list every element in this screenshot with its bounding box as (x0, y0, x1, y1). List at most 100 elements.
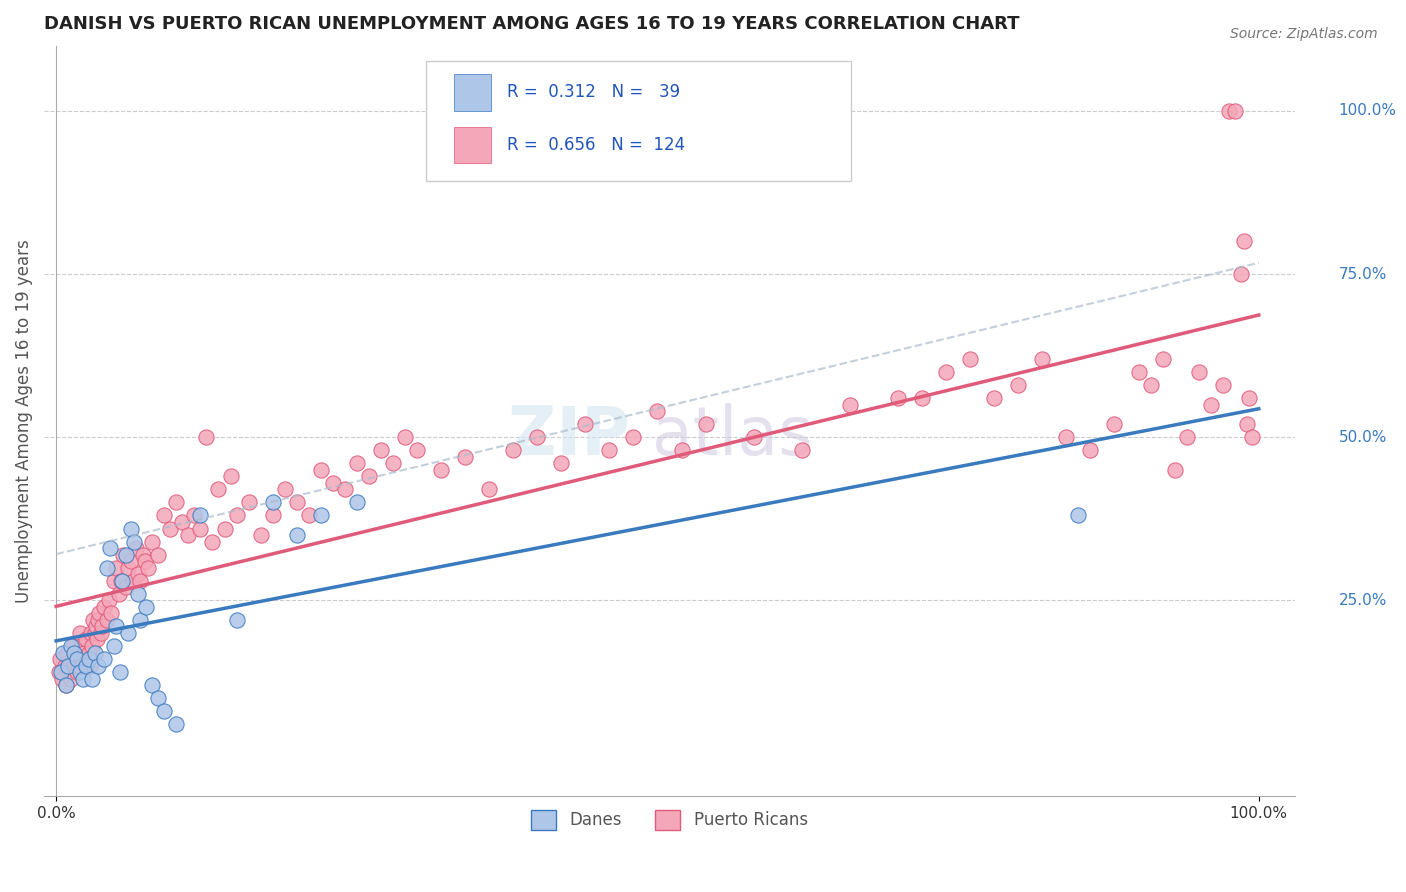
Point (117, 560, 139, 574)
Point (80, 626, 103, 640)
Legend: Danes, Puerto Ricans: Danes, Puerto Ricans (524, 803, 814, 837)
Point (742, 430, 765, 444)
Point (87, 658, 110, 673)
Point (333, 483, 356, 497)
Point (65, 658, 87, 673)
Point (935, 365, 957, 379)
Point (132, 548, 155, 562)
Point (48, 665, 70, 679)
Point (134, 554, 156, 568)
Point (262, 508, 284, 523)
Point (526, 430, 548, 444)
Point (103, 574, 125, 588)
Point (322, 475, 344, 490)
Point (207, 483, 229, 497)
Text: 25.0%: 25.0% (1339, 593, 1386, 607)
Point (82, 639, 104, 653)
Point (67, 658, 90, 673)
Point (77, 646, 100, 660)
Point (1240, 430, 1263, 444)
Point (165, 717, 187, 731)
Point (136, 560, 159, 574)
Point (103, 639, 125, 653)
Point (887, 391, 910, 405)
Point (62, 639, 84, 653)
Point (98, 593, 121, 607)
Point (454, 450, 477, 464)
Point (52, 646, 75, 660)
Point (1233, 235, 1256, 249)
Point (183, 508, 205, 523)
Point (49, 665, 72, 679)
Point (148, 691, 170, 706)
Point (671, 443, 693, 458)
Point (225, 508, 247, 523)
Point (87, 613, 110, 627)
Point (69, 626, 91, 640)
Point (190, 508, 212, 523)
Point (959, 351, 981, 366)
Point (70, 639, 93, 653)
Point (1054, 430, 1077, 444)
Point (1236, 417, 1258, 431)
Point (56, 658, 79, 673)
Point (75, 632, 97, 647)
Point (1223, 103, 1246, 118)
Point (153, 704, 176, 718)
Y-axis label: Unemployment Among Ages 16 to 19 years: Unemployment Among Ages 16 to 19 years (15, 239, 32, 603)
Point (108, 665, 131, 679)
Point (346, 456, 368, 470)
Text: 50.0%: 50.0% (1339, 430, 1386, 445)
Point (90, 626, 112, 640)
Point (695, 417, 717, 431)
Point (983, 391, 1005, 405)
Point (141, 534, 163, 549)
Point (1128, 365, 1150, 379)
Point (115, 580, 138, 594)
Point (84, 619, 107, 633)
Point (273, 483, 295, 497)
Point (1104, 417, 1126, 431)
Point (107, 587, 129, 601)
Point (309, 508, 332, 523)
Point (127, 587, 149, 601)
Point (96, 613, 118, 627)
Point (129, 613, 152, 627)
Point (120, 522, 142, 536)
Point (1212, 378, 1234, 392)
Point (82, 613, 104, 627)
Point (59, 639, 82, 653)
Point (201, 534, 224, 549)
Point (72, 672, 94, 686)
Text: atlas: atlas (651, 403, 813, 469)
Text: DANISH VS PUERTO RICAN UNEMPLOYMENT AMONG AGES 16 TO 19 YEARS CORRELATION CHART: DANISH VS PUERTO RICAN UNEMPLOYMENT AMON… (44, 15, 1019, 33)
Point (73, 646, 96, 660)
Text: ZIP: ZIP (509, 403, 630, 469)
Point (117, 626, 139, 640)
Text: 100.0%: 100.0% (1339, 103, 1396, 119)
Point (93, 599, 115, 614)
Point (623, 430, 645, 444)
Point (285, 528, 308, 542)
Point (111, 574, 134, 588)
Point (838, 398, 860, 412)
Point (93, 652, 115, 666)
Point (298, 508, 321, 523)
Point (120, 554, 142, 568)
Point (574, 417, 596, 431)
FancyBboxPatch shape (454, 74, 491, 111)
Point (105, 560, 128, 574)
Point (394, 430, 416, 444)
Point (190, 522, 212, 536)
Point (127, 567, 149, 582)
Point (72, 652, 94, 666)
Point (122, 574, 145, 588)
Point (56, 646, 79, 660)
Point (148, 548, 170, 562)
Point (124, 541, 146, 555)
Point (58, 665, 80, 679)
Point (370, 443, 392, 458)
Point (63, 646, 86, 660)
Point (79, 658, 101, 673)
Point (195, 430, 218, 444)
